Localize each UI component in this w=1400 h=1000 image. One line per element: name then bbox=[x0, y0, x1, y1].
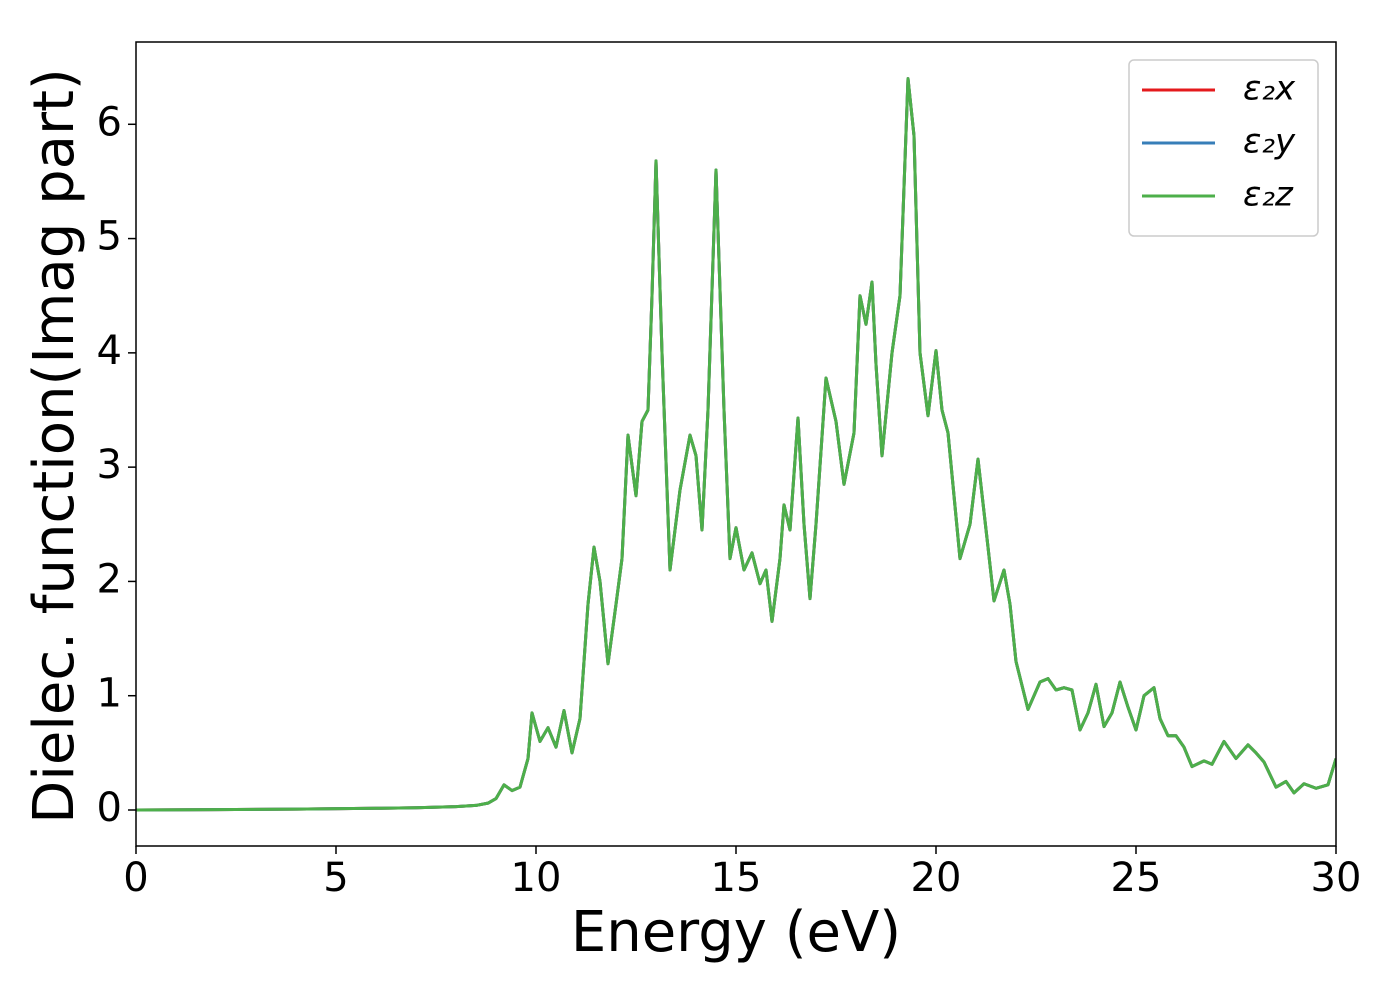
y-tick-label: 0 bbox=[97, 785, 122, 831]
y-tick-label: 5 bbox=[97, 214, 122, 260]
y-tick-label: 4 bbox=[97, 328, 122, 374]
x-tick-label: 20 bbox=[911, 855, 962, 901]
legend-label: ε₂x bbox=[1243, 69, 1296, 109]
legend-label: ε₂z bbox=[1243, 175, 1294, 215]
y-tick-label: 3 bbox=[97, 442, 122, 488]
y-tick-label: 6 bbox=[97, 99, 122, 145]
x-axis-label: Energy (eV) bbox=[571, 900, 901, 965]
x-tick-label: 30 bbox=[1311, 855, 1362, 901]
x-tick-label: 5 bbox=[323, 855, 348, 901]
y-tick-label: 2 bbox=[97, 556, 122, 602]
series-line bbox=[136, 77, 1336, 812]
x-tick-label: 25 bbox=[1111, 855, 1162, 901]
y-tick-label: 1 bbox=[97, 671, 122, 717]
x-tick-label: 10 bbox=[511, 855, 562, 901]
legend-label: ε₂y bbox=[1243, 122, 1296, 162]
x-tick-label: 0 bbox=[123, 855, 148, 901]
plot-frame bbox=[135, 41, 1337, 847]
legend-box bbox=[1128, 59, 1319, 237]
x-tick-label: 15 bbox=[711, 855, 762, 901]
y-axis-label: Dielec. function(Imag part) bbox=[22, 68, 87, 824]
